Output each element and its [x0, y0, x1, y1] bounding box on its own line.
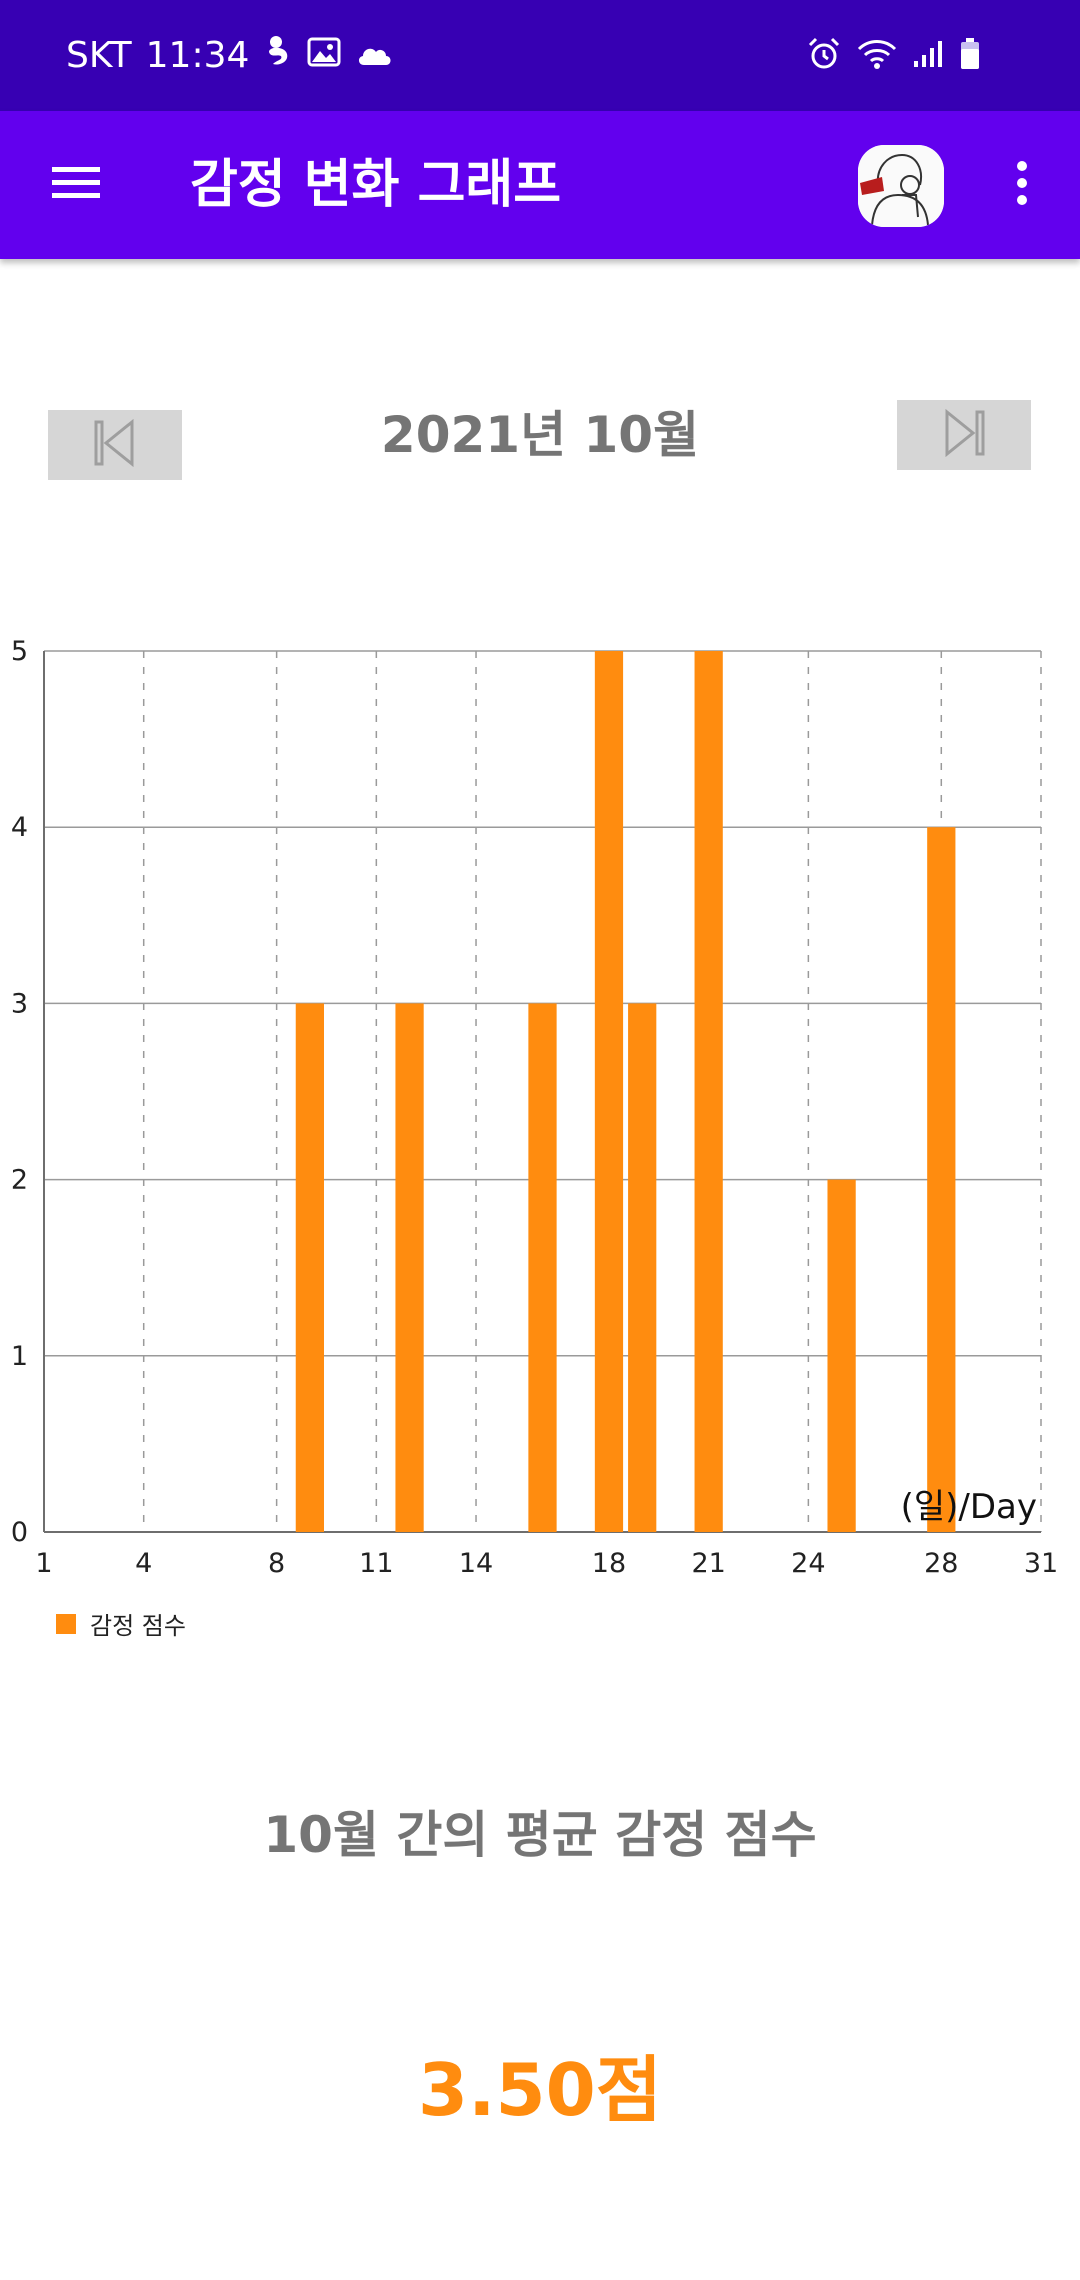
- x-tick-label: 8: [268, 1548, 285, 1579]
- legend-label: 감정 점수: [90, 1612, 186, 1640]
- x-tick-label: 21: [691, 1548, 725, 1579]
- y-tick-label: 1: [11, 1341, 28, 1372]
- more-vert-icon: [1014, 160, 1030, 210]
- bar: [528, 1003, 557, 1532]
- cloud-icon: [355, 35, 393, 76]
- bar: [594, 651, 624, 1532]
- menu-button[interactable]: [40, 149, 112, 221]
- battery-icon: [960, 37, 980, 74]
- bar: [927, 827, 956, 1532]
- chart-legend: 감정 점수: [56, 1606, 186, 1641]
- menu-icon: [50, 163, 102, 207]
- y-tick-label: 3: [11, 988, 28, 1019]
- x-tick-label: 11: [359, 1548, 393, 1579]
- alarm-icon: [806, 36, 842, 76]
- signal-icon: [912, 39, 946, 73]
- bar: [295, 1003, 324, 1532]
- x-tick-label: 14: [459, 1548, 493, 1579]
- average-score: 3.50점: [418, 2048, 662, 2132]
- next-month-button[interactable]: [897, 400, 1031, 470]
- status-right: [806, 0, 980, 111]
- avatar[interactable]: [858, 145, 944, 227]
- month-label: 2021년 10월: [380, 406, 700, 464]
- app-bar: 감정 변화 그래프: [0, 111, 1080, 259]
- y-tick-label: 0: [11, 1517, 28, 1548]
- x-axis-label: (일)/Day: [901, 1487, 1037, 1527]
- page-title: 감정 변화 그래프: [190, 155, 562, 215]
- x-tick-label: 31: [1024, 1548, 1058, 1579]
- x-tick-label: 4: [135, 1548, 152, 1579]
- status-bar: SKT 11:34: [0, 0, 1080, 111]
- bar: [694, 651, 723, 1532]
- more-button[interactable]: [1000, 149, 1044, 221]
- legend-swatch: [56, 1613, 76, 1634]
- skip-next-icon: [941, 408, 987, 462]
- bar: [827, 1179, 856, 1532]
- prev-month-button[interactable]: [48, 410, 182, 480]
- wifi-icon: [856, 37, 898, 75]
- x-tick-label: 28: [924, 1548, 958, 1579]
- status-left: SKT 11:34: [66, 0, 393, 111]
- image-icon: [307, 35, 341, 76]
- skip-previous-icon: [92, 418, 138, 472]
- average-title: 10월 간의 평균 감정 점수: [263, 1806, 817, 1864]
- x-tick-label: 18: [592, 1548, 626, 1579]
- carrier-label: SKT: [66, 35, 132, 76]
- bar: [628, 1003, 657, 1532]
- bar: [395, 1003, 424, 1532]
- y-tick-label: 2: [11, 1165, 28, 1196]
- y-tick-label: 5: [11, 636, 28, 667]
- y-tick-label: 4: [11, 812, 28, 843]
- x-tick-label: 1: [35, 1548, 52, 1579]
- fetus-icon: [263, 34, 293, 77]
- clock: 11:34: [145, 35, 250, 76]
- x-tick-label: 24: [791, 1548, 825, 1579]
